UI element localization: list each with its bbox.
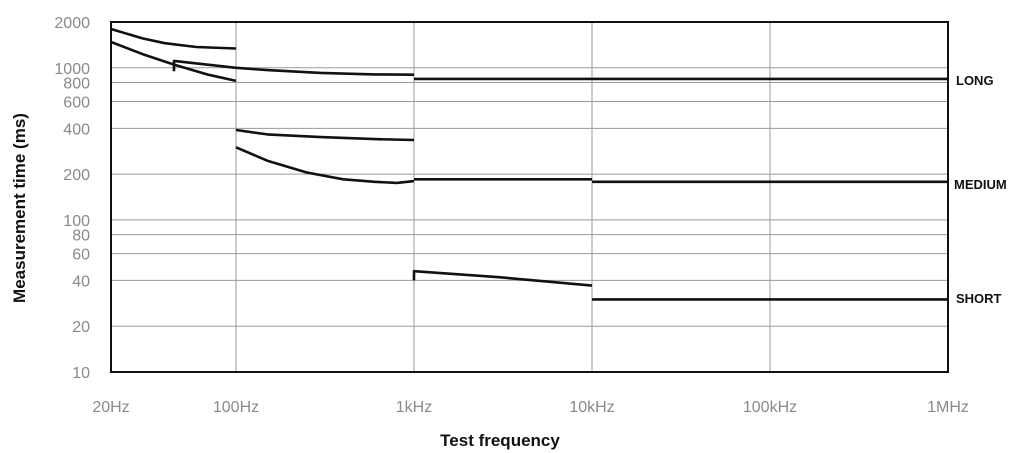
series-curves bbox=[110, 27, 948, 301]
series-label-long: LONG bbox=[956, 73, 994, 88]
x-tick-label: 10kHz bbox=[569, 399, 614, 416]
y-tick-label: 400 bbox=[63, 121, 90, 138]
y-tick-label: 60 bbox=[72, 247, 90, 264]
plot-frame bbox=[110, 21, 949, 373]
y-tick-label: 600 bbox=[63, 95, 90, 112]
series-label-short: SHORT bbox=[956, 291, 1002, 306]
y-tick-label: 1000 bbox=[54, 61, 90, 78]
series-label-medium: MEDIUM bbox=[954, 177, 1007, 192]
y-tick-label: 200 bbox=[63, 167, 90, 184]
y-tick-label: 2000 bbox=[54, 15, 90, 32]
x-tick-labels: 20Hz 100Hz 1kHz 10kHz 100kHz 1MHz bbox=[92, 399, 969, 416]
y-tick-label: 10 bbox=[72, 365, 90, 382]
y-tick-label: 800 bbox=[63, 76, 90, 93]
y-tick-label: 20 bbox=[72, 319, 90, 336]
x-tick-label: 1kHz bbox=[396, 399, 432, 416]
curve-short-1khz-10khz bbox=[412, 269, 593, 287]
curve-long-mid-low-freq bbox=[172, 59, 415, 76]
y-axis-title: Measurement time (ms) bbox=[10, 113, 29, 303]
x-tick-label: 100Hz bbox=[213, 399, 259, 416]
y-tick-label: 100 bbox=[63, 213, 90, 230]
curve-medium-lower-100hz-1khz bbox=[235, 146, 415, 185]
x-tick-label: 20Hz bbox=[92, 399, 129, 416]
x-tick-label: 100kHz bbox=[743, 399, 797, 416]
curve-long-upper-low-freq bbox=[110, 27, 237, 50]
curve-medium-upper-100hz-1khz bbox=[235, 128, 415, 142]
y-tick-label: 40 bbox=[72, 273, 90, 290]
y-tick-label: 80 bbox=[72, 228, 90, 245]
grid-lines bbox=[110, 21, 949, 373]
x-axis-title: Test frequency bbox=[440, 431, 560, 450]
x-tick-label: 1MHz bbox=[927, 399, 969, 416]
